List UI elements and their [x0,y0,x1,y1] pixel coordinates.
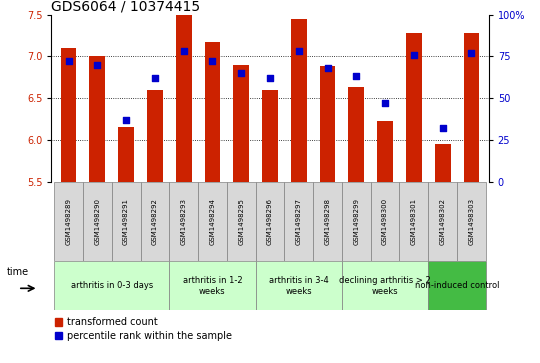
Point [208,58,217,64]
Text: arthritis in 3-4
weeks: arthritis in 3-4 weeks [269,276,329,295]
Text: GDS6064 / 10374415: GDS6064 / 10374415 [51,0,200,13]
Bar [54,261,169,310]
Bar [428,182,457,261]
Point [467,50,476,56]
Bar [118,127,134,182]
Point [294,48,303,54]
Bar [435,144,450,182]
Text: GSM1498299: GSM1498299 [353,198,359,245]
Bar [233,65,249,182]
Text: arthritis in 1-2
weeks: arthritis in 1-2 weeks [183,276,242,295]
Bar [342,261,428,310]
Text: GSM1498295: GSM1498295 [238,198,244,245]
Bar [457,182,486,261]
Text: GSM1498294: GSM1498294 [210,198,215,245]
Text: GSM1498289: GSM1498289 [65,198,72,245]
Point [409,52,418,57]
Bar [255,182,285,261]
Bar [169,182,198,261]
Bar [198,182,227,261]
Bar [205,42,220,182]
Bar [262,90,278,182]
Text: GSM1498296: GSM1498296 [267,198,273,245]
Bar [54,182,83,261]
Bar [377,121,393,182]
Text: GSM1498297: GSM1498297 [296,198,302,245]
Text: GSM1498293: GSM1498293 [181,198,187,245]
Bar [83,182,112,261]
Bar [342,182,371,261]
Text: time: time [7,267,29,277]
Point [64,58,73,64]
Text: GSM1498301: GSM1498301 [411,198,417,245]
Text: GSM1498292: GSM1498292 [152,198,158,245]
Point [237,70,246,76]
Point [151,75,159,81]
Point [438,125,447,131]
Point [122,117,131,123]
Bar [285,182,313,261]
Bar [428,261,486,310]
Bar [313,182,342,261]
Bar [169,261,255,310]
Text: declining arthritis > 2
weeks: declining arthritis > 2 weeks [339,276,431,295]
Bar [147,90,163,182]
Bar [400,182,428,261]
Bar [255,261,342,310]
Text: GSM1498298: GSM1498298 [325,198,330,245]
Point [266,75,274,81]
Bar [140,182,169,261]
Point [93,62,102,68]
Bar [463,33,480,182]
Bar [176,15,192,182]
Bar [291,19,307,182]
Point [381,100,389,106]
Text: arthritis in 0-3 days: arthritis in 0-3 days [71,281,153,290]
Bar [60,48,77,182]
Bar [320,66,335,182]
Text: non-induced control: non-induced control [415,281,500,290]
Legend: transformed count, percentile rank within the sample: transformed count, percentile rank withi… [53,315,234,343]
Bar [90,56,105,182]
Bar [348,87,364,182]
Text: GSM1498291: GSM1498291 [123,198,129,245]
Bar [112,182,140,261]
Bar [406,33,422,182]
Text: GSM1498303: GSM1498303 [468,198,475,245]
Point [352,73,361,79]
Point [323,65,332,71]
Bar [227,182,255,261]
Text: GSM1498290: GSM1498290 [94,198,100,245]
Point [179,48,188,54]
Bar [371,182,400,261]
Text: GSM1498300: GSM1498300 [382,198,388,245]
Text: GSM1498302: GSM1498302 [440,198,445,245]
